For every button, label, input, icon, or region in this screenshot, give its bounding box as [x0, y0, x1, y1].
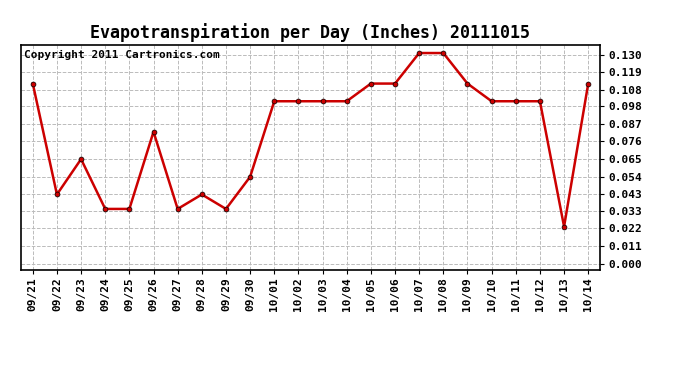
- Text: Copyright 2011 Cartronics.com: Copyright 2011 Cartronics.com: [23, 50, 219, 60]
- Title: Evapotranspiration per Day (Inches) 20111015: Evapotranspiration per Day (Inches) 2011…: [90, 23, 531, 42]
